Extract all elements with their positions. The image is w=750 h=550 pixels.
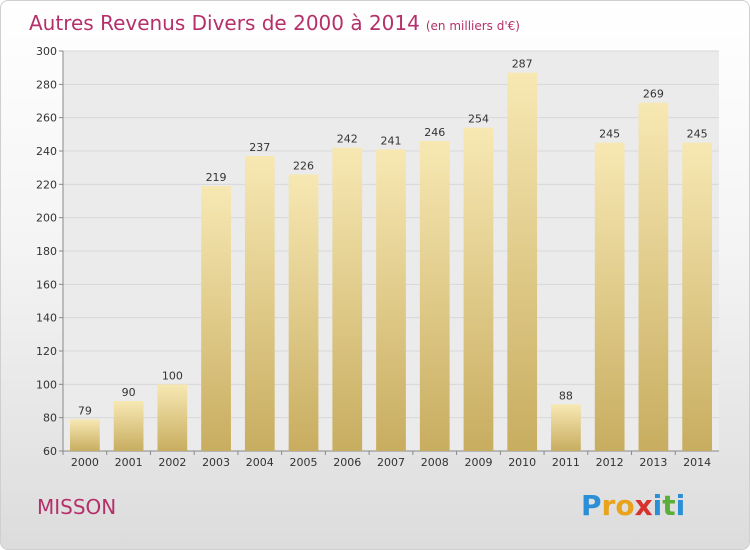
bar [419,141,450,451]
bar [113,401,144,451]
y-tick-label: 300 [36,45,57,58]
x-tick-label: 2010 [508,456,536,469]
y-tick-label: 220 [36,178,57,191]
y-tick-label: 160 [36,278,57,291]
bar [551,404,581,451]
chart-title: Autres Revenus Divers de 2000 à 2014 (en … [29,11,520,35]
logo-letter: r [601,489,616,522]
x-tick-label: 2012 [596,456,624,469]
chart-title-text: Autres Revenus Divers de 2000 à 2014 [29,11,420,35]
bar [594,142,625,451]
bar-value-label: 242 [337,133,358,146]
x-tick-label: 2011 [552,456,580,469]
y-tick-label: 240 [36,145,57,158]
y-tick-label: 200 [36,212,57,225]
proxiti-logo: Proxiti [581,489,685,522]
bar [201,186,231,451]
logo-letter: i [675,489,686,522]
x-tick-label: 2003 [202,456,230,469]
bar [244,156,275,451]
bar [376,149,406,452]
x-tick-label: 2006 [333,456,361,469]
x-tick-label: 2004 [246,456,274,469]
logo-letter: t [662,489,676,522]
y-tick-label: 280 [36,78,57,91]
y-tick-label: 120 [36,345,57,358]
bar-value-label: 79 [78,404,92,417]
city-name: MISSON [37,495,117,519]
bar-value-label: 237 [249,141,270,154]
bar-value-label: 245 [687,128,708,141]
y-tick-label: 100 [36,378,57,391]
x-tick-label: 2007 [377,456,405,469]
bar [682,142,713,451]
bar-value-label: 90 [122,386,136,399]
bar-value-label: 100 [162,369,183,382]
y-tick-label: 260 [36,112,57,125]
x-tick-label: 2009 [464,456,492,469]
y-tick-label: 140 [36,312,57,325]
x-tick-label: 2001 [115,456,143,469]
bar [463,127,494,452]
bar-value-label: 287 [512,58,533,71]
bar [638,102,669,452]
logo-letter: P [581,489,602,522]
chart-title-unit: (en milliers d'€) [425,19,520,33]
bar-value-label: 269 [643,88,664,101]
x-tick-label: 2014 [683,456,711,469]
y-tick-label: 80 [43,412,57,425]
x-tick-label: 2005 [290,456,318,469]
bar [288,174,319,452]
y-tick-label: 60 [43,445,57,458]
bar [507,72,538,452]
y-tick-label: 180 [36,245,57,258]
bar [332,147,363,451]
bar-value-label: 241 [381,134,402,147]
x-tick-label: 2008 [421,456,449,469]
x-tick-label: 2013 [639,456,667,469]
logo-letter: x [634,489,653,522]
bar-value-label: 226 [293,159,314,172]
bar-value-label: 219 [206,171,227,184]
logo-letter: i [652,489,663,522]
bar-value-label: 254 [468,113,489,126]
bar-value-label: 245 [599,128,620,141]
bar [69,419,100,451]
bar-value-label: 88 [559,389,573,402]
x-tick-label: 2000 [71,456,99,469]
x-tick-label: 2002 [158,456,186,469]
bar [157,384,188,451]
bar-value-label: 246 [424,126,445,139]
logo-letter: o [615,489,635,522]
